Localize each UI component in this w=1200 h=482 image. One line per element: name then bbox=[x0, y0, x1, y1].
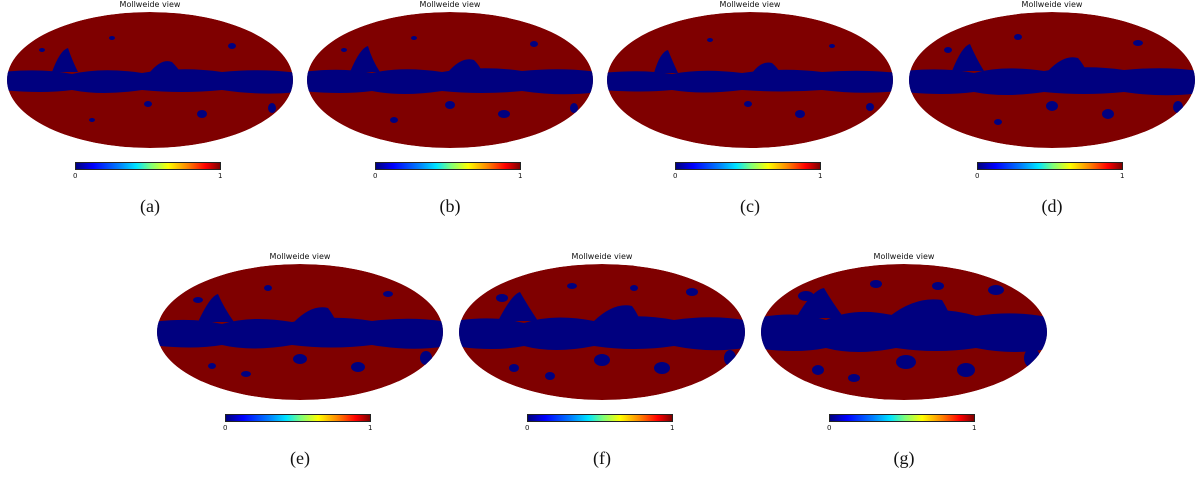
colorbar bbox=[829, 414, 975, 422]
colorbar-min-label: 0 bbox=[673, 172, 678, 180]
panel-d: Mollweide view 0 1 (d) bbox=[904, 0, 1200, 230]
map-title: Mollweide view bbox=[119, 0, 181, 9]
colorbar bbox=[225, 414, 371, 422]
colorbar-min-label: 0 bbox=[827, 424, 832, 432]
panel-b: Mollweide view 0 1 (b) bbox=[302, 0, 598, 230]
panel-a: Mollweide view 0 1 (a) bbox=[2, 0, 298, 230]
colorbar-max-label: 1 bbox=[818, 172, 823, 180]
mollweide-map bbox=[157, 264, 443, 400]
panel-caption: (f) bbox=[593, 448, 611, 468]
colorbar bbox=[675, 162, 821, 170]
colorbar-min-label: 0 bbox=[223, 424, 228, 432]
colorbar bbox=[75, 162, 221, 170]
panel-c: Mollweide view 0 1 (c) bbox=[602, 0, 898, 230]
mollweide-map bbox=[7, 12, 293, 148]
colorbar-max-label: 1 bbox=[1120, 172, 1125, 180]
map-title: Mollweide view bbox=[419, 0, 481, 9]
map-title: Mollweide view bbox=[1021, 0, 1083, 9]
map-title: Mollweide view bbox=[269, 252, 331, 261]
mollweide-map bbox=[761, 264, 1047, 400]
panel-caption: (c) bbox=[740, 196, 760, 216]
map-title: Mollweide view bbox=[719, 0, 781, 9]
colorbar-min-label: 0 bbox=[373, 172, 378, 180]
mollweide-map bbox=[607, 12, 893, 148]
panel-f: Mollweide view 0 1 (f) bbox=[454, 252, 750, 482]
colorbar-max-label: 1 bbox=[518, 172, 523, 180]
colorbar-min-label: 0 bbox=[525, 424, 530, 432]
colorbar-min-label: 0 bbox=[73, 172, 78, 180]
colorbar-max-label: 1 bbox=[368, 424, 373, 432]
panel-caption: (e) bbox=[290, 448, 310, 468]
map-title: Mollweide view bbox=[873, 252, 935, 261]
panel-caption: (d) bbox=[1041, 196, 1063, 216]
colorbar-max-label: 1 bbox=[218, 172, 223, 180]
panel-e: Mollweide view 0 1 (e) bbox=[152, 252, 448, 482]
panel-g: Mollweide view 0 1 (g) bbox=[756, 252, 1052, 482]
mollweide-map bbox=[307, 12, 593, 148]
colorbar bbox=[375, 162, 521, 170]
colorbar-max-label: 1 bbox=[670, 424, 675, 432]
panel-caption: (a) bbox=[140, 196, 160, 216]
colorbar-min-label: 0 bbox=[975, 172, 980, 180]
mollweide-map bbox=[909, 12, 1195, 148]
colorbar bbox=[977, 162, 1123, 170]
panel-caption: (b) bbox=[439, 196, 461, 216]
colorbar-max-label: 1 bbox=[972, 424, 977, 432]
panel-caption: (g) bbox=[893, 448, 915, 468]
map-title: Mollweide view bbox=[571, 252, 633, 261]
mollweide-map bbox=[459, 264, 745, 400]
colorbar bbox=[527, 414, 673, 422]
